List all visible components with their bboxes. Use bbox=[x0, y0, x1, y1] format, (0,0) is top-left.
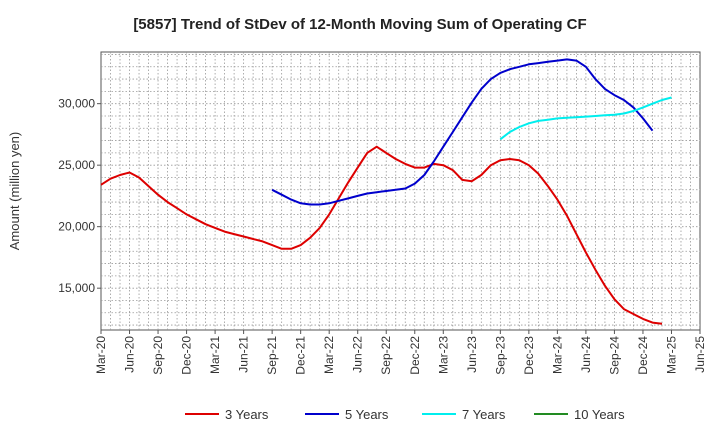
y-axis-ticks: 15,000 20,000 25,000 30,000 bbox=[58, 97, 101, 295]
x-tick-label: Mar-23 bbox=[436, 336, 450, 374]
x-tick-label: Dec-24 bbox=[636, 336, 650, 375]
x-tick-label: Dec-21 bbox=[294, 336, 308, 375]
x-tick-label: Sep-24 bbox=[607, 336, 621, 375]
x-tick-label: Sep-21 bbox=[265, 336, 279, 375]
x-tick-label: Jun-22 bbox=[351, 336, 365, 373]
plot-area bbox=[100, 51, 701, 331]
x-tick-label: Mar-24 bbox=[550, 336, 564, 374]
x-tick-label: Jun-25 bbox=[693, 336, 707, 373]
x-tick-label: Sep-22 bbox=[379, 336, 393, 375]
x-tick-label: Mar-20 bbox=[94, 336, 108, 374]
x-tick-label: Mar-22 bbox=[322, 336, 336, 374]
legend-label: 5 Years bbox=[345, 407, 389, 422]
series-lines bbox=[100, 58, 672, 325]
legend-label: 3 Years bbox=[225, 407, 269, 422]
x-tick-label: Mar-21 bbox=[208, 336, 222, 374]
x-tick-label: Sep-23 bbox=[493, 336, 507, 375]
y-tick-label: 15,000 bbox=[58, 281, 95, 295]
x-tick-label: Jun-21 bbox=[237, 336, 251, 373]
x-tick-label: Jun-24 bbox=[579, 336, 593, 373]
series-line-3-years bbox=[100, 145, 663, 325]
grid bbox=[101, 52, 700, 330]
x-tick-label: Sep-20 bbox=[151, 336, 165, 375]
chart-title: [5857] Trend of StDev of 12-Month Moving… bbox=[133, 16, 586, 33]
legend-label: 10 Years bbox=[574, 407, 625, 422]
x-tick-label: Dec-20 bbox=[180, 336, 194, 375]
legend-label: 7 Years bbox=[462, 407, 506, 422]
x-tick-label: Dec-22 bbox=[408, 336, 422, 375]
x-axis-ticks: Mar-20 Jun-20 Sep-20 Dec-20 Mar-21 Jun-21 Sep-… bbox=[94, 330, 707, 375]
y-tick-label: 20,000 bbox=[58, 220, 95, 234]
x-tick-label: Jun-20 bbox=[123, 336, 137, 373]
legend: 3 Years 5 Years 7 Years 10 Years bbox=[185, 407, 625, 422]
x-tick-label: Dec-23 bbox=[522, 336, 536, 375]
y-tick-label: 25,000 bbox=[58, 158, 95, 172]
series-line-7-years bbox=[499, 96, 672, 141]
series-line-5-years bbox=[271, 58, 654, 206]
x-tick-label: Jun-23 bbox=[465, 336, 479, 373]
y-axis-label: Amount (million yen) bbox=[7, 132, 22, 251]
x-tick-label: Mar-25 bbox=[664, 336, 678, 374]
y-tick-label: 30,000 bbox=[58, 97, 95, 111]
